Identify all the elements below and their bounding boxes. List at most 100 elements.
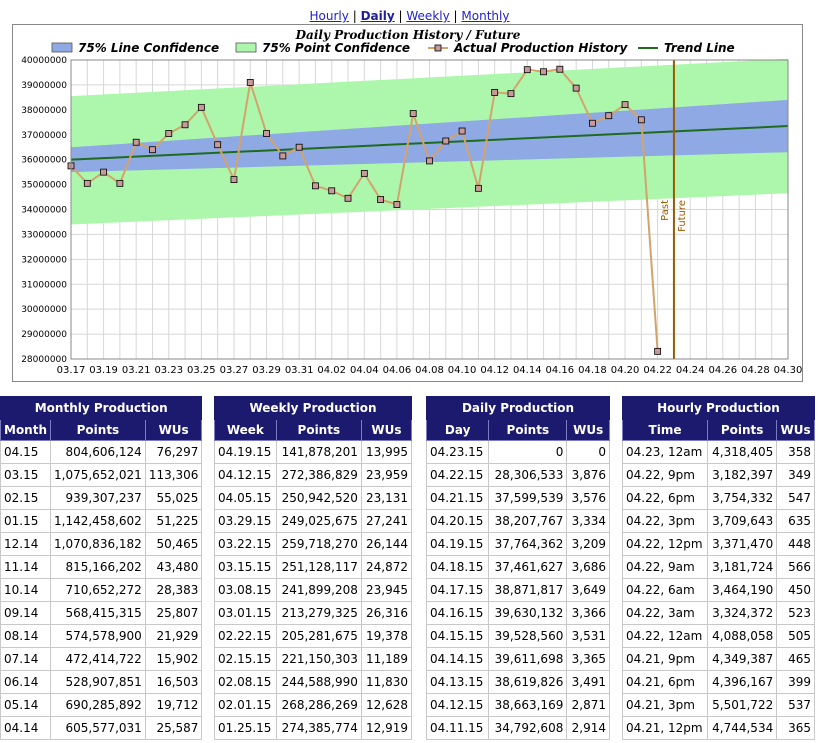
wus-cell: 399 bbox=[776, 670, 815, 694]
period-cell: 10.14 bbox=[0, 578, 52, 602]
wus-cell: 23,945 bbox=[360, 578, 413, 602]
data-point-marker bbox=[426, 157, 433, 165]
data-point-marker bbox=[540, 68, 547, 76]
period-cell: 09.14 bbox=[0, 601, 52, 625]
monthly-production-table: Monthly Production Month Points WUs 04.1… bbox=[0, 396, 203, 740]
data-point-marker bbox=[491, 88, 499, 96]
table-row: 04.15.15 39,528,560 3,531 bbox=[425, 624, 610, 648]
legend-swatch bbox=[51, 42, 73, 53]
wus-cell: 43,480 bbox=[144, 555, 203, 579]
wus-cell: 27,241 bbox=[360, 509, 413, 533]
table-row: 04.22, 9pm 3,182,397 349 bbox=[622, 463, 815, 487]
hourly-link[interactable]: Hourly bbox=[309, 9, 349, 23]
data-point-marker bbox=[572, 84, 580, 92]
table-row: 04.21, 12pm 4,744,534 365 bbox=[622, 716, 815, 740]
points-cell: 37,599,539 bbox=[488, 486, 568, 510]
data-point-marker bbox=[181, 121, 189, 129]
points-cell: 0 bbox=[488, 440, 568, 464]
table-row: 04.14 605,577,031 25,587 bbox=[0, 716, 203, 740]
x-tick-label: 04.06 bbox=[383, 365, 412, 376]
production-chart: Daily Production History / Future 75% Li… bbox=[12, 24, 803, 382]
column-header: Week bbox=[214, 419, 277, 441]
wus-cell: 16,503 bbox=[144, 670, 203, 694]
daily-production-table: Daily Production Day Points WUs 04.23.15… bbox=[425, 396, 610, 740]
legend-label: Actual Production History bbox=[453, 41, 629, 55]
points-cell: 4,088,058 bbox=[706, 624, 778, 648]
table-row: 03.29.15 249,025,675 27,241 bbox=[214, 509, 413, 533]
weekly-link[interactable]: Weekly bbox=[406, 9, 450, 23]
wus-cell: 547 bbox=[776, 486, 815, 510]
period-cell: 11.14 bbox=[0, 555, 52, 579]
wus-cell: 21,929 bbox=[144, 624, 203, 648]
period-cell: 04.19.15 bbox=[425, 532, 490, 556]
points-cell: 274,385,774 bbox=[275, 716, 362, 740]
data-point-marker bbox=[474, 184, 482, 192]
table-row: 11.14 815,166,202 43,480 bbox=[0, 555, 203, 579]
points-cell: 1,142,458,602 bbox=[50, 509, 146, 533]
period-cell: 02.15 bbox=[0, 486, 52, 510]
column-header: WUs bbox=[566, 419, 610, 441]
table-row: 03.15.15 251,128,117 24,872 bbox=[214, 555, 413, 579]
period-cell: 04.16.15 bbox=[425, 601, 490, 625]
wus-cell: 11,189 bbox=[360, 647, 413, 671]
wus-cell: 3,365 bbox=[566, 647, 610, 671]
points-cell: 815,166,202 bbox=[50, 555, 146, 579]
column-header: Points bbox=[706, 419, 778, 441]
period-cell: 02.15.15 bbox=[214, 647, 277, 671]
daily-link[interactable]: Daily bbox=[360, 9, 395, 23]
wus-cell: 12,628 bbox=[360, 693, 413, 717]
table-row: 04.21.15 37,599,539 3,576 bbox=[425, 486, 610, 510]
monthly-link[interactable]: Monthly bbox=[461, 9, 510, 23]
table-row: 04.18.15 37,461,627 3,686 bbox=[425, 555, 610, 579]
wus-cell: 3,334 bbox=[566, 509, 610, 533]
x-tick-label: 04.24 bbox=[676, 365, 705, 376]
wus-cell: 25,587 bbox=[144, 716, 203, 740]
points-cell: 39,630,132 bbox=[488, 601, 568, 625]
table-row: 04.19.15 37,764,362 3,209 bbox=[425, 532, 610, 556]
x-tick-label: 04.20 bbox=[611, 365, 640, 376]
points-cell: 250,942,520 bbox=[275, 486, 362, 510]
period-cell: 04.14.15 bbox=[425, 647, 490, 671]
data-point-marker bbox=[116, 179, 124, 187]
x-tick-label: 04.10 bbox=[448, 365, 477, 376]
points-cell: 38,207,767 bbox=[488, 509, 568, 533]
table-row: 07.14 472,414,722 15,902 bbox=[0, 647, 203, 671]
data-point-marker bbox=[393, 201, 401, 208]
table-row: 04.15 804,606,124 76,297 bbox=[0, 440, 203, 464]
data-point-marker bbox=[100, 168, 107, 176]
wus-cell: 3,576 bbox=[566, 486, 610, 510]
period-cell: 01.25.15 bbox=[214, 716, 277, 740]
plot-area: Past Future 28000000 29000000 30000000 310000… bbox=[21, 56, 802, 376]
wus-cell: 448 bbox=[776, 532, 815, 556]
table-row: 04.22, 9am 3,181,724 566 bbox=[622, 555, 815, 579]
column-header: WUs bbox=[776, 419, 815, 441]
data-point-marker bbox=[295, 143, 303, 151]
wus-cell: 13,995 bbox=[360, 440, 413, 464]
table-title: Weekly Production bbox=[214, 396, 412, 420]
points-cell: 259,718,270 bbox=[275, 532, 362, 556]
column-header: Time bbox=[622, 419, 708, 441]
period-cell: 04.21.15 bbox=[425, 486, 490, 510]
period-cell: 04.21, 12pm bbox=[622, 716, 708, 740]
wus-cell: 51,225 bbox=[144, 509, 203, 533]
table-row: 04.23.15 0 0 bbox=[425, 440, 610, 464]
y-tick-label: 38000000 bbox=[21, 106, 67, 116]
period-cell: 06.14 bbox=[0, 670, 52, 694]
data-point-marker bbox=[605, 112, 613, 120]
points-cell: 4,744,534 bbox=[706, 716, 778, 740]
data-point-marker bbox=[279, 152, 287, 160]
y-tick-label: 35000000 bbox=[21, 181, 67, 191]
x-tick-label: 03.29 bbox=[252, 365, 281, 376]
x-tick-label: 03.17 bbox=[57, 365, 86, 376]
column-header: Month bbox=[0, 419, 52, 441]
period-cell: 04.22, 6pm bbox=[622, 486, 708, 510]
past-label: Past bbox=[660, 200, 671, 221]
table-row: 08.14 574,578,900 21,929 bbox=[0, 624, 203, 648]
wus-cell: 19,378 bbox=[360, 624, 413, 648]
table-row: 04.22, 6am 3,464,190 450 bbox=[622, 578, 815, 602]
x-tick-label: 04.16 bbox=[546, 365, 575, 376]
weekly-production-table: Weekly Production Week Points WUs 04.19.… bbox=[214, 396, 413, 740]
points-cell: 241,899,208 bbox=[275, 578, 362, 602]
y-tick-label: 40000000 bbox=[21, 56, 67, 66]
points-cell: 3,324,372 bbox=[706, 601, 778, 625]
